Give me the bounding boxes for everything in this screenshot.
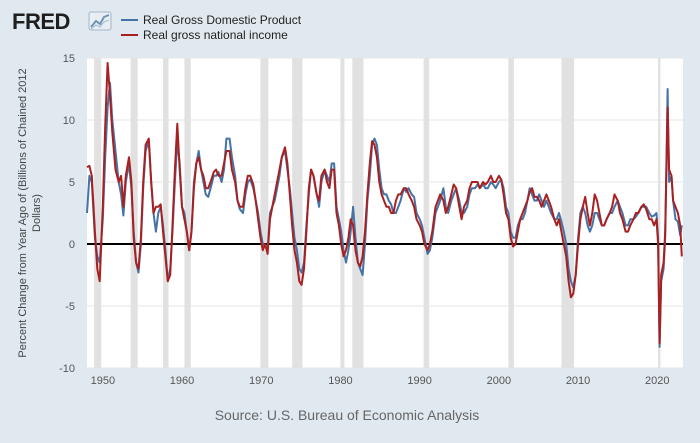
recession-band xyxy=(184,58,191,368)
chart-line-icon xyxy=(88,11,112,31)
recession-band xyxy=(94,58,102,368)
y-axis-label-line-1: Percent Change from Year Ago of (Billion… xyxy=(17,68,29,357)
y-axis-ticks: -10 -5 0 5 10 15 xyxy=(59,53,75,375)
y-tick-label: 15 xyxy=(63,53,75,65)
source-note: Source: U.S. Bureau of Economic Analysis xyxy=(215,407,480,423)
x-tick-label: 2010 xyxy=(566,375,590,387)
legend-label-gni: Real gross national income xyxy=(143,28,288,42)
recession-bands xyxy=(94,58,661,368)
y-tick-label: 5 xyxy=(69,177,75,189)
y-tick-label: -10 xyxy=(59,363,75,375)
series-line-gni[interactable] xyxy=(86,62,683,345)
x-axis-ticks: 1950 1960 1970 1980 1990 2000 2010 2020 xyxy=(91,375,670,387)
recession-band xyxy=(352,58,364,368)
legend-label-gdp: Real Gross Domestic Product xyxy=(143,13,302,27)
recession-band xyxy=(423,58,430,368)
recession-band xyxy=(340,58,345,368)
recession-band xyxy=(163,58,169,368)
recession-band xyxy=(561,58,575,368)
x-tick-label: 2020 xyxy=(645,375,669,387)
recession-band xyxy=(130,58,138,368)
y-axis-label-line-2: Dollars) xyxy=(31,194,43,232)
legend-item-gdp[interactable]: Real Gross Domestic Product xyxy=(121,13,302,27)
y-axis-label: Percent Change from Year Ago of (Billion… xyxy=(17,68,43,357)
y-tick-label: -5 xyxy=(65,301,75,313)
x-tick-label: 1990 xyxy=(407,375,431,387)
fred-logo-text: FRED xyxy=(12,9,70,34)
x-tick-label: 1960 xyxy=(170,375,194,387)
recession-band xyxy=(292,58,303,368)
x-tick-label: 2000 xyxy=(487,375,511,387)
y-tick-label: 0 xyxy=(69,239,75,251)
recession-band xyxy=(658,58,661,368)
legend-item-gni[interactable]: Real gross national income xyxy=(121,28,288,42)
legend: Real Gross Domestic Product Real gross n… xyxy=(121,13,302,42)
recession-band xyxy=(260,58,269,368)
x-tick-label: 1950 xyxy=(91,375,115,387)
y-tick-label: 10 xyxy=(63,115,75,127)
x-tick-label: 1980 xyxy=(328,375,352,387)
recession-band xyxy=(508,58,514,368)
plot-area xyxy=(87,58,683,368)
series-lines xyxy=(86,62,683,348)
fred-logo[interactable]: FRED xyxy=(12,9,112,34)
x-tick-label: 1970 xyxy=(249,375,273,387)
